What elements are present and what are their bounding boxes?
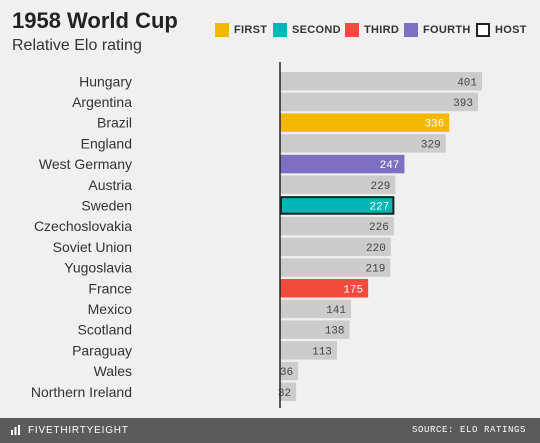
bar-northern-ireland bbox=[280, 382, 297, 401]
category-label-hungary: Hungary bbox=[79, 73, 132, 89]
legend-item-third: THIRD bbox=[345, 22, 399, 38]
chart-subtitle: Relative Elo rating bbox=[12, 37, 142, 54]
value-label-brazil: 336 bbox=[424, 119, 444, 131]
category-label-yugoslavia: Yugoslavia bbox=[64, 260, 132, 276]
legend-swatch-second bbox=[273, 23, 287, 37]
fivethirtyeight-logo-icon bbox=[11, 425, 20, 435]
chart-title: 1958 World Cup bbox=[12, 8, 178, 33]
legend-item-host: HOST bbox=[476, 22, 527, 38]
category-label-northern-ireland: Northern Ireland bbox=[31, 384, 132, 400]
legend-label-third: THIRD bbox=[364, 24, 400, 36]
category-label-soviet-union: Soviet Union bbox=[53, 239, 132, 255]
bar-scotland bbox=[280, 320, 350, 339]
brand-name: FIVETHIRTYEIGHT bbox=[28, 424, 129, 436]
bar-west-germany bbox=[280, 154, 405, 174]
bar-yugoslavia bbox=[280, 258, 391, 277]
legend-item-fourth: FOURTH bbox=[404, 22, 471, 38]
category-label-england: England bbox=[81, 135, 132, 151]
bar-france bbox=[280, 279, 369, 298]
category-label-mexico: Mexico bbox=[88, 301, 133, 317]
category-label-france: France bbox=[88, 280, 132, 296]
value-label-france: 175 bbox=[343, 284, 363, 296]
legend-label-first: FIRST bbox=[234, 24, 268, 36]
category-label-brazil: Brazil bbox=[97, 115, 132, 131]
bar-wales bbox=[280, 361, 299, 381]
category-label-argentina: Argentina bbox=[72, 94, 132, 110]
value-label-soviet-union: 220 bbox=[366, 243, 386, 255]
value-label-argentina: 393 bbox=[453, 98, 473, 110]
value-label-northern-ireland: 32 bbox=[278, 388, 291, 400]
bar-sweden bbox=[280, 196, 395, 215]
bar-austria bbox=[280, 175, 396, 194]
bar-czechoslovakia bbox=[280, 216, 394, 236]
bar-argentina bbox=[280, 92, 478, 112]
category-label-sweden: Sweden bbox=[81, 197, 132, 213]
legend-label-second: SECOND bbox=[292, 24, 341, 36]
bar-chart: Hungary 401 Argentina 393 Brazil 336 England 32… bbox=[31, 62, 482, 408]
legend-swatch-third bbox=[345, 23, 359, 37]
value-label-hungary: 401 bbox=[457, 77, 477, 89]
category-label-paraguay: Paraguay bbox=[72, 342, 132, 358]
brand: FIVETHIRTYEIGHT bbox=[10, 424, 129, 436]
value-label-austria: 229 bbox=[371, 181, 391, 193]
category-label-west-germany: West Germany bbox=[39, 156, 132, 172]
legend-item-first: FIRST bbox=[215, 22, 267, 38]
bar-paraguay bbox=[280, 341, 337, 360]
bar-mexico bbox=[280, 299, 352, 319]
value-label-scotland: 138 bbox=[325, 326, 345, 338]
value-label-sweden: 227 bbox=[370, 201, 390, 213]
value-label-czechoslovakia: 226 bbox=[369, 222, 389, 234]
category-label-scotland: Scotland bbox=[78, 322, 132, 338]
category-label-wales: Wales bbox=[94, 363, 132, 379]
source-note: SOURCE: ELO RATINGS bbox=[411, 425, 526, 435]
value-label-west-germany: 247 bbox=[380, 160, 400, 172]
bar-hungary bbox=[280, 72, 482, 91]
value-label-wales: 36 bbox=[280, 367, 293, 379]
value-label-england: 329 bbox=[421, 139, 441, 151]
bar-soviet-union bbox=[280, 237, 391, 257]
legend-swatch-host bbox=[476, 23, 490, 37]
value-label-yugoslavia: 219 bbox=[366, 264, 386, 276]
legend-swatch-fourth bbox=[404, 23, 418, 37]
legend: FIRST SECOND THIRD FOURTH HOST bbox=[0, 0, 540, 60]
legend-label-host: HOST bbox=[495, 24, 527, 36]
category-label-czechoslovakia: Czechoslovakia bbox=[34, 218, 132, 234]
bar-brazil bbox=[280, 113, 450, 132]
value-label-paraguay: 113 bbox=[312, 346, 332, 358]
footer: FIVETHIRTYEIGHT SOURCE: ELO RATINGS bbox=[0, 418, 540, 443]
legend-item-second: SECOND bbox=[273, 22, 341, 38]
legend-label-fourth: FOURTH bbox=[423, 24, 471, 36]
bar-england bbox=[280, 134, 446, 153]
category-label-austria: Austria bbox=[88, 177, 132, 193]
host-outline-sweden bbox=[280, 196, 395, 215]
value-label-mexico: 141 bbox=[326, 305, 346, 317]
legend-swatch-first bbox=[215, 23, 229, 37]
